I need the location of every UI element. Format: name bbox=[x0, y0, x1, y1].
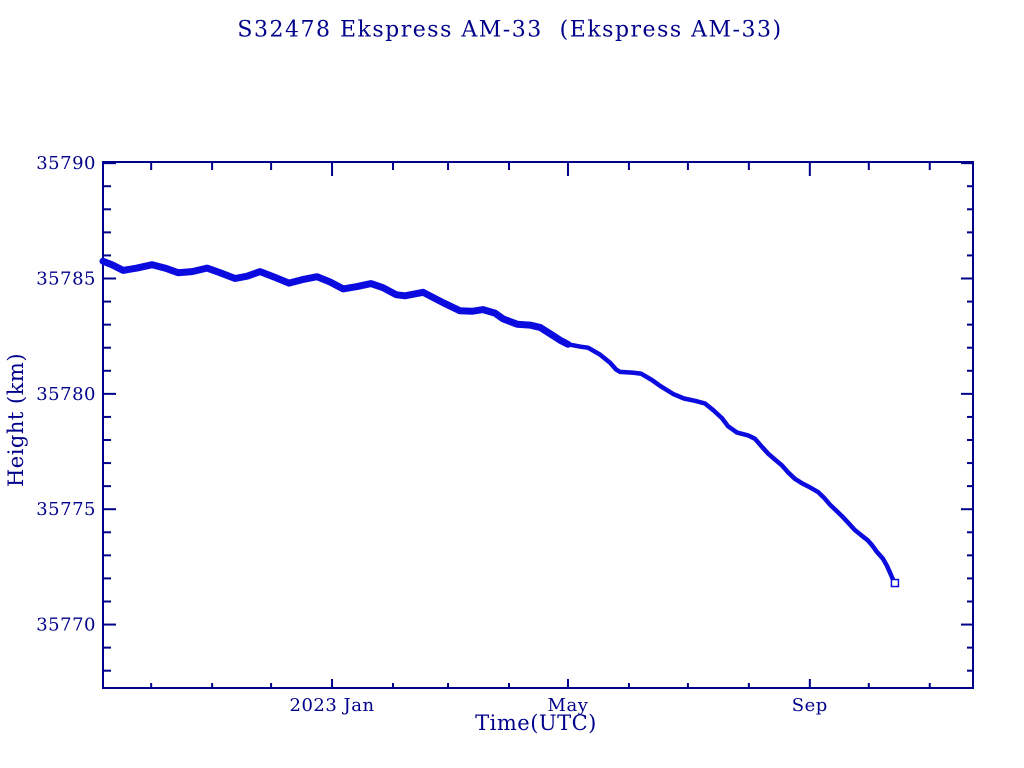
y-tick-label: 35780 bbox=[36, 384, 96, 405]
y-tick-label: 35790 bbox=[36, 153, 96, 174]
y-tick-label: 35785 bbox=[36, 269, 96, 290]
x-tick-label: May bbox=[548, 695, 589, 716]
y-tick-label: 35775 bbox=[36, 499, 96, 520]
x-tick-label: 2023 Jan bbox=[290, 695, 375, 716]
height-series-line-sparse bbox=[565, 342, 898, 586]
x-tick-label: Sep bbox=[792, 695, 828, 716]
plot-frame bbox=[102, 161, 974, 689]
chart-title: S32478 Ekspress AM-33 (Ekspress AM-33) bbox=[237, 17, 783, 43]
series-end-marker bbox=[890, 578, 900, 588]
x-axis-label: Time(UTC) bbox=[475, 711, 597, 735]
height-series-line-dense bbox=[99, 257, 572, 348]
y-tick-label: 35770 bbox=[36, 615, 96, 636]
